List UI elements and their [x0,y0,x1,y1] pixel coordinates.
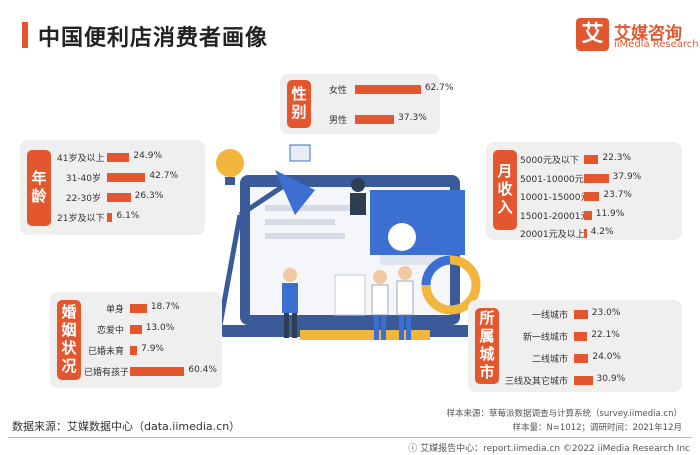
marital-value-label: 18.7% [150,302,180,312]
gender-category-label: 男性 [328,116,347,126]
city-category-label: 一线城市 [531,311,568,321]
city-value-label: 23.0% [591,308,621,318]
income-value-label: 22.3% [602,153,632,163]
gender-bar [355,85,421,94]
income-category-label: 10001-15000元 [520,193,590,203]
income-category-label: 20001元及以上 [520,230,585,240]
income-category-label: 5000元及以下 [520,156,579,166]
gender-bar [355,115,395,124]
age-category-label: 31-40岁 [65,174,101,184]
brand-mark: 艾 [576,18,609,51]
age-value-label: 42.7% [149,171,179,181]
page-title: 中国便利店消费者画像 [38,26,269,51]
age-category-label: 22-30岁 [65,194,101,204]
city-category-label: 三线及其它城市 [504,377,568,387]
marital-category-label: 已婚有孩子 [84,368,130,378]
marital-category-label: 单身 [105,305,124,315]
gender-tag: 性别 [287,80,311,128]
income-value-label: 11.9% [595,208,625,219]
age-tag: 年龄 [27,150,51,226]
office-illustration [216,144,510,340]
marital-value-label: 7.9% [141,344,164,354]
city-value-label: 22.1% [591,330,620,340]
city-bar [574,376,593,385]
sample-size: 样本量：N=1012；调研时间：2021年12月 [512,423,682,433]
marital-value-label: 13.0% [145,323,175,333]
city-tag: 所属城市 [475,308,499,384]
brand-subtitle: iiMedia Research [614,39,699,50]
income-bar [584,210,592,220]
income-bar [584,229,587,238]
data-source: 数据来源：艾媒数据中心（data.iimedia.cn） [12,420,241,433]
gender-value-label: 62.7% [424,83,454,93]
gender-category-label: 女性 [328,86,347,96]
income-bar [584,155,599,164]
income-category-label: 5001-10000元 [520,174,584,185]
title-accent-bar [22,22,28,48]
city-bar [574,332,588,341]
gender-value-label: 37.3% [398,113,427,123]
marital-bar [130,304,147,313]
city-bar [574,310,588,319]
age-bar [107,173,146,182]
marital-category-label: 恋爱中 [96,326,124,336]
income-bar [584,192,600,201]
age-value-label: 6.1% [116,211,140,221]
city-bar [574,354,589,363]
age-value-label: 24.9% [133,151,162,161]
age-bar [107,153,130,162]
age-bar [107,213,113,222]
city-category-label: 二线城市 [531,355,568,365]
copyright: ⓘ 艾媒报告中心：report.iimedia.cn ©2022 iiMedia… [408,444,690,454]
marital-category-label: 已婚未育 [87,347,124,357]
marital-value-label: 60.4% [188,365,217,375]
brand-logo: 艾 艾媒咨询 iiMedia Research [576,18,699,54]
marital-bar [130,325,142,334]
age-value-label: 26.3% [134,191,164,201]
age-category-label: 21岁及以下 [57,214,105,224]
marital-bar [130,346,138,355]
age-bar [107,193,131,202]
city-category-label: 新一线城市 [522,333,568,343]
age-category-label: 41岁及以上 [57,154,105,164]
footer-divider [8,437,692,438]
income-category-label: 15001-20001元 [520,211,590,222]
income-value-label: 23.7% [603,190,632,200]
income-bar [584,173,609,183]
city-value-label: 30.9% [596,374,626,384]
income-value-label: 4.2% [590,227,614,237]
brand-name: 艾媒咨询 [614,24,682,44]
sample-source: 样本来源：草莓派数据调查与计算系统（survey.iimedia.cn） [446,409,682,419]
marital-bar [130,367,185,376]
income-value-label: 37.9% [612,171,642,182]
marital-tag: 婚姻状况 [57,300,81,380]
income-tag: 月收入 [493,150,517,230]
city-value-label: 24.0% [592,352,621,362]
